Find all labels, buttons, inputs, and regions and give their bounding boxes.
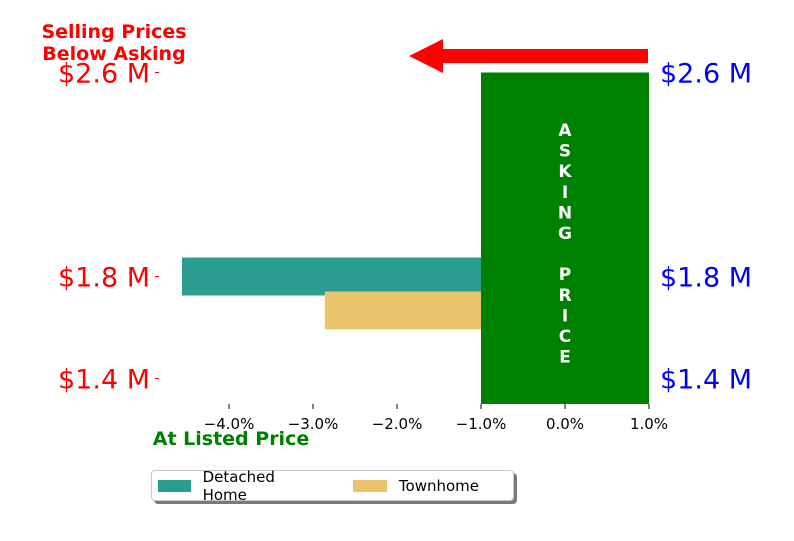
legend-item-detached-home: Detached Home (158, 468, 319, 504)
legend-label-detached-home: Detached Home (202, 467, 275, 504)
asking-price-letter: N (558, 203, 572, 223)
x-tick-label: 0.0% (546, 415, 584, 433)
legend-item-townhome: Townhome (352, 476, 479, 495)
legend: Detached Home Townhome (151, 468, 514, 504)
y-tick-label-left: $1.8 M (58, 263, 150, 294)
asking-price-letter: I (562, 183, 568, 203)
x-axis-label: At Listed Price (153, 428, 309, 450)
chart-title-line-2: Below Asking (42, 43, 185, 65)
asking-price-letter: G (558, 224, 572, 244)
asking-price-letter: A (558, 121, 572, 141)
legend-swatch-detached-home (158, 479, 191, 492)
asking-price-letter: P (559, 265, 571, 285)
asking-price-band (481, 72, 649, 404)
y-tick-label-right: $2.6 M (660, 59, 752, 90)
bar-townhome (324, 291, 481, 330)
y-tick-label-left: $2.6 M (58, 59, 150, 90)
x-tick-label: −1.0% (456, 415, 507, 433)
asking-price-letter: I (562, 306, 568, 326)
legend-swatch-townhome (352, 479, 387, 492)
y-tick-label-left: $1.4 M (58, 365, 150, 396)
y-tick-label-right: $1.8 M (660, 263, 752, 294)
asking-price-letter: K (558, 162, 572, 182)
asking-price-letter: C (559, 327, 571, 347)
bar-detached-home (181, 257, 481, 296)
x-tick-label: 1.0% (630, 415, 668, 433)
x-tick-label: −2.0% (372, 415, 423, 433)
y-tick-label-right: $1.4 M (660, 365, 752, 396)
x-tick-label: −3.0% (288, 415, 339, 433)
chart-title-line-1: Selling Prices (41, 21, 186, 43)
asking-price-letter: S (559, 142, 571, 162)
x-tick-label: −4.0% (204, 415, 255, 433)
left-arrow-icon (409, 39, 648, 73)
legend-label-townhome: Townhome (398, 476, 479, 495)
asking-price-letter: R (558, 286, 571, 306)
asking-price-letter: E (559, 348, 571, 368)
